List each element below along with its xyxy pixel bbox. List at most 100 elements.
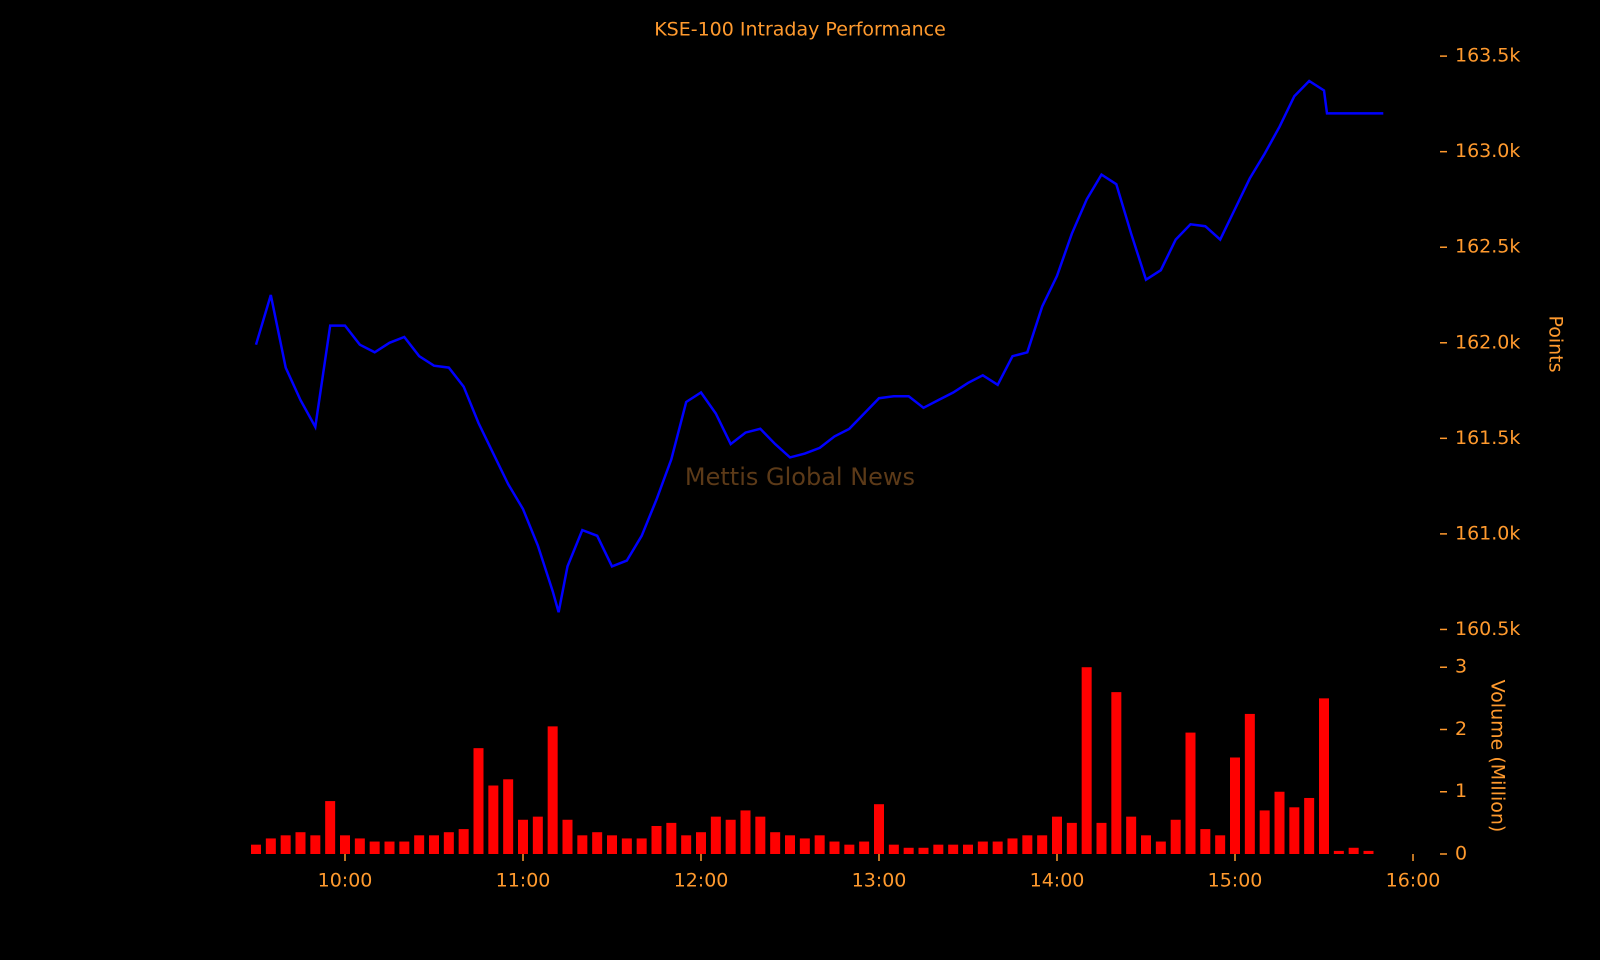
volume-bar (1348, 847, 1359, 854)
volume-bar (443, 832, 454, 854)
volume-bar (874, 804, 884, 854)
volume-bar (1081, 667, 1092, 854)
volume-bar (251, 844, 261, 854)
volume-bar (280, 835, 291, 854)
volume-bar (918, 847, 929, 854)
volume-bar (888, 844, 899, 854)
volume-bar (1319, 698, 1329, 854)
y-tick-label: 2 (1455, 718, 1467, 740)
volume-bar (369, 841, 380, 854)
volume-bar (1230, 757, 1240, 854)
price-line (254, 79, 1384, 613)
volume-bar (1244, 713, 1255, 854)
volume-bar (992, 841, 1003, 854)
x-tick-label: 11:00 (496, 870, 551, 892)
y-axis-label: Volume (Million) (1487, 680, 1509, 833)
volume-bar (1007, 838, 1018, 854)
volume-bar (384, 841, 395, 854)
volume-bar (977, 841, 988, 854)
chart-title: KSE-100 Intraday Performance (654, 19, 946, 41)
volume-bar (963, 844, 973, 854)
volume-bar (844, 844, 855, 854)
y-tick-label: 1 (1455, 780, 1467, 802)
volume-bar (1304, 797, 1315, 854)
volume-bar (265, 838, 276, 854)
volume-bar (458, 829, 469, 854)
volume-bar (1289, 807, 1300, 854)
volume-bar (948, 844, 959, 854)
y-tick-label: 161.5k (1455, 427, 1520, 449)
volume-bar (933, 844, 944, 854)
x-tick-label: 14:00 (1030, 870, 1085, 892)
y-tick-label: 0 (1455, 843, 1467, 865)
x-tick-label: 12:00 (674, 870, 729, 892)
volume-bar (903, 847, 914, 854)
y-tick-label: 162.0k (1455, 331, 1520, 353)
volume-bar (503, 779, 514, 854)
volume-bar (1155, 841, 1166, 854)
y-tick-label: 161.0k (1455, 522, 1520, 544)
x-tick-label: 15:00 (1208, 870, 1263, 892)
volume-bar (488, 785, 499, 854)
volume-bar (1126, 816, 1137, 854)
volume-bar (785, 835, 795, 854)
x-tick-label: 13:00 (852, 870, 907, 892)
x-tick-label: 16:00 (1386, 870, 1441, 892)
volume-bar (1200, 829, 1211, 854)
volume-bar (755, 816, 766, 854)
volume-bar (354, 838, 365, 854)
volume-bar (1215, 835, 1226, 854)
volume-bar (340, 835, 350, 854)
y-tick-label: 160.5k (1455, 618, 1520, 640)
volume-bar (829, 841, 840, 854)
volume-bar (740, 810, 751, 854)
volume-bar (725, 819, 736, 854)
volume-bar (651, 825, 662, 854)
volume-bar (1274, 791, 1285, 854)
volume-bar (1333, 850, 1344, 854)
y-axis-label: Points (1545, 315, 1567, 372)
volume-bar (310, 835, 321, 854)
y-tick-label: 163.5k (1455, 45, 1520, 67)
volume-bar (814, 835, 825, 854)
volume-bar (1170, 819, 1181, 854)
volume-bar (429, 835, 439, 854)
volume-bar (770, 832, 781, 854)
volume-bar (1037, 835, 1048, 854)
volume-bar (621, 838, 632, 854)
y-tick-label: 162.5k (1455, 236, 1520, 258)
volume-bar (696, 832, 706, 854)
volume-bar (1185, 732, 1196, 854)
volume-bar (799, 838, 810, 854)
volume-bar (295, 832, 306, 854)
volume-bar (710, 816, 721, 854)
volume-bar (1111, 692, 1122, 854)
volume-bar (547, 726, 558, 854)
volume-bar (1052, 816, 1062, 854)
volume-bar (592, 832, 603, 854)
volume-bar (1259, 810, 1270, 854)
y-tick-label: 3 (1455, 656, 1467, 678)
volume-bar (859, 841, 870, 854)
volume-bar (399, 841, 410, 854)
volume-bar (518, 819, 528, 854)
y-tick-label: 163.0k (1455, 140, 1520, 162)
x-tick-label: 10:00 (318, 870, 373, 892)
volume-bar (1066, 822, 1077, 854)
volume-bar (414, 835, 425, 854)
volume-bar (636, 838, 647, 854)
volume-bar (325, 801, 336, 854)
volume-bar (562, 819, 573, 854)
volume-bar (1363, 850, 1374, 854)
volume-bar (607, 835, 617, 854)
volume-bar (577, 835, 588, 854)
volume-bar (473, 748, 484, 854)
volume-bar (1141, 835, 1151, 854)
volume-bar (666, 822, 677, 854)
volume-bar (1096, 822, 1107, 854)
volume-bar (532, 816, 543, 854)
volume-bar (681, 835, 692, 854)
volume-bar (1022, 835, 1033, 854)
watermark: Mettis Global News (685, 463, 915, 491)
